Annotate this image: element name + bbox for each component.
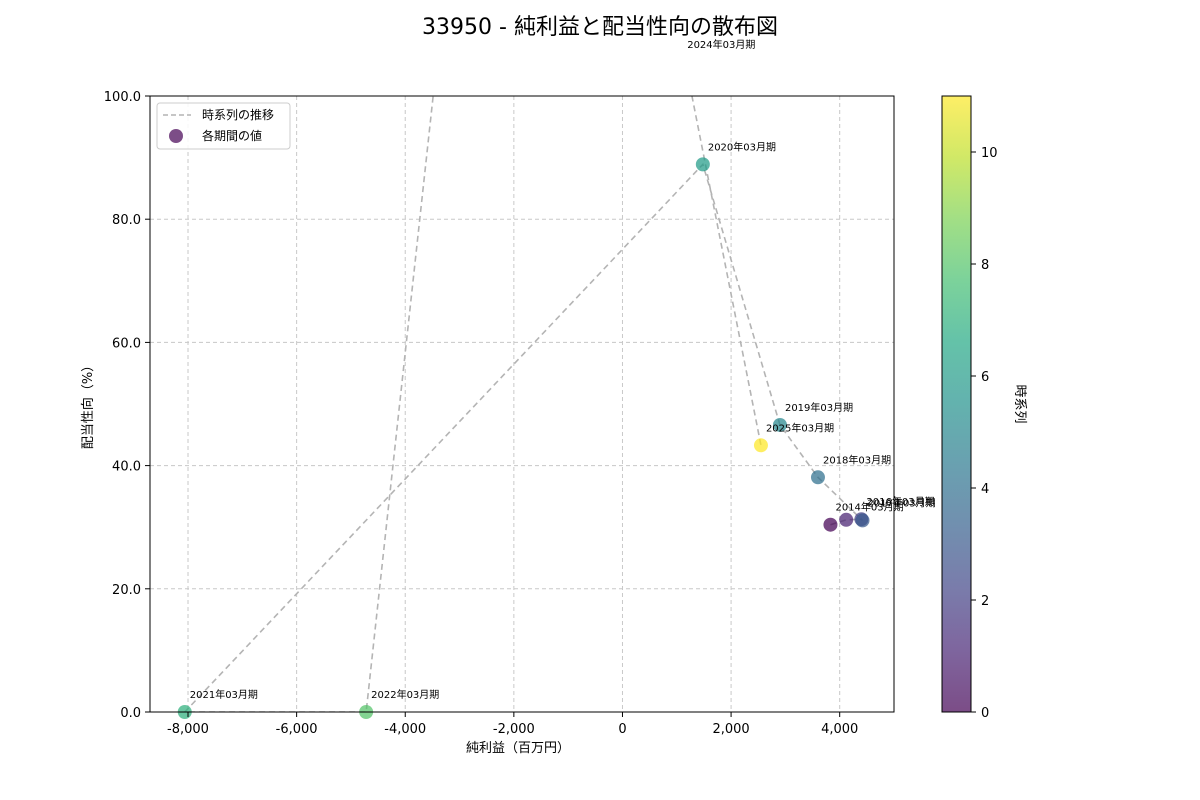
x-tick-label: 2,000: [712, 722, 749, 737]
plot-frame: [149, 95, 895, 713]
data-point: [753, 438, 768, 453]
data-point: [855, 513, 870, 528]
colorbar-tick-label: 6: [981, 370, 989, 385]
legend-label-points: 各期間の値: [202, 128, 262, 143]
point-label: 2022年03月期: [371, 688, 439, 701]
point-label: 2018年03月期: [823, 453, 891, 466]
legend-label-trend: 時系列の推移: [202, 108, 274, 122]
x-tick-label: -2,000: [493, 722, 535, 737]
data-point: [695, 157, 710, 172]
trend-line: [183, 96, 864, 712]
chart-title: 33950 - 純利益と配当性向の散布図: [422, 15, 778, 40]
point-label: 2021年03月期: [190, 688, 258, 701]
data-point: [823, 517, 838, 532]
x-tick-label: -6,000: [276, 722, 318, 737]
colorbar-tick-label: 0: [981, 706, 989, 721]
y-axis-label: 配当性向（%）: [80, 359, 96, 449]
legend-marker-swatch: [169, 129, 183, 143]
y-tick-label: 40.0: [112, 460, 141, 475]
x-axis-label: 純利益（百万円）: [466, 741, 570, 756]
point-label: 2017年03月期: [868, 496, 936, 509]
point-label: 2020年03月期: [708, 140, 776, 153]
x-tick-label: 0: [618, 722, 626, 737]
point-label: 2025年03月期: [766, 421, 834, 434]
data-point: [772, 417, 787, 432]
x-axis: -8,000 -6,000 -4,000 -2,000 0 2,000 4,000: [167, 712, 858, 737]
y-tick-label: 80.0: [112, 213, 141, 228]
data-point: [810, 470, 825, 485]
grid: [150, 95, 894, 713]
point-label: 2014年03月期: [835, 501, 903, 514]
point-label: 2024年03月期: [687, 38, 755, 51]
data-points: [177, 157, 870, 719]
colorbar-tick-label: 4: [981, 482, 989, 497]
point-label: 2016年03月期: [866, 495, 934, 508]
y-tick-label: 100.0: [104, 90, 141, 105]
colorbar-gradient: [941, 95, 972, 713]
colorbar: 0 2 4 6 8 10 時系列: [941, 95, 1027, 721]
x-tick-label: -4,000: [384, 722, 426, 737]
colorbar-tick-label: 10: [981, 146, 998, 161]
data-point: [839, 512, 854, 527]
point-label: 2019年03月期: [785, 401, 853, 414]
y-tick-label: 60.0: [112, 336, 141, 351]
colorbar-label: 時系列: [1012, 384, 1027, 423]
y-tick-label: 0.0: [120, 706, 141, 721]
colorbar-ticks: 0 2 4 6 8 10: [971, 146, 998, 721]
y-tick-label: 20.0: [112, 583, 141, 598]
trend-polyline: [183, 96, 864, 712]
x-tick-label: 4,000: [821, 722, 858, 737]
legend: 時系列の推移 各期間の値: [156, 102, 291, 150]
y-axis: 0.0 20.0 40.0 60.0 80.0 100.0: [104, 90, 150, 721]
x-tick-label: -8,000: [167, 722, 209, 737]
colorbar-tick-label: 2: [981, 594, 989, 609]
colorbar-tick-label: 8: [981, 258, 989, 273]
